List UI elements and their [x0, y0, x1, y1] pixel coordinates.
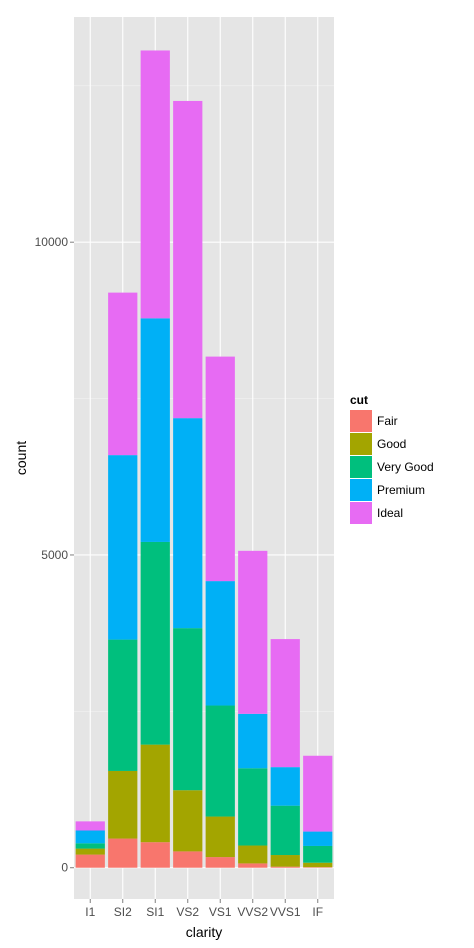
bars [75, 50, 333, 868]
bar-segment [75, 848, 105, 855]
x-tick-label: SI2 [114, 905, 132, 919]
legend: cut Fair Good Very Good Premium Ideal [349, 393, 434, 525]
bar-segment [173, 790, 203, 852]
bar-segment [238, 768, 268, 846]
bar-segment [173, 851, 203, 868]
legend-label: Premium [377, 483, 425, 497]
x-tick-label: I1 [85, 905, 95, 919]
bar-segment [108, 639, 138, 771]
bar-segment [270, 639, 300, 768]
bar-segment [140, 541, 170, 745]
bar-segment [238, 845, 268, 864]
bar-segment [140, 50, 170, 319]
bar-segment [270, 855, 300, 867]
bar-segment [205, 857, 235, 868]
legend-key [350, 433, 372, 455]
bar-segment [205, 705, 235, 817]
bar-segment [205, 816, 235, 858]
x-tick-label: VS1 [209, 905, 232, 919]
x-tick-label: VVS2 [237, 905, 268, 919]
bar-segment [108, 455, 138, 640]
bar-segment [270, 805, 300, 856]
x-tick-label: VVS1 [270, 905, 301, 919]
x-axis-title: clarity [186, 924, 223, 940]
bar-segment [303, 831, 333, 846]
bar-segment [173, 628, 203, 791]
bar-segment [108, 770, 138, 839]
bar-segment [303, 862, 333, 868]
legend-key [350, 502, 372, 524]
legend-key [350, 479, 372, 501]
x-tick-label: VS2 [176, 905, 199, 919]
legend-key [350, 456, 372, 478]
x-axis: I1 SI2 SI1 VS2 VS1 VVS2 VVS1 IF [85, 899, 323, 919]
y-tick-label: 10000 [35, 235, 69, 249]
bar-segment [140, 318, 170, 542]
bar-segment [75, 821, 105, 831]
bar-segment [303, 755, 333, 832]
bar-segment [270, 767, 300, 806]
legend-label: Fair [377, 414, 398, 428]
bar-segment [108, 292, 138, 456]
bar-segment [238, 550, 268, 714]
bar-segment [140, 842, 170, 868]
y-axis-title: count [13, 441, 29, 475]
bar-segment [205, 581, 235, 706]
legend-label: Good [377, 437, 406, 451]
bar-segment [238, 713, 268, 769]
bar-segment [75, 830, 105, 844]
bar-segment [238, 863, 268, 868]
legend-label: Very Good [377, 460, 434, 474]
bar-segment [303, 867, 333, 868]
x-tick-label: SI1 [146, 905, 164, 919]
bar-segment [108, 838, 138, 868]
bar-segment [270, 866, 300, 868]
bar-segment [75, 854, 105, 868]
legend-title: cut [350, 393, 368, 407]
bar-segment [303, 845, 333, 863]
bar-segment [75, 843, 105, 849]
bar-segment [173, 100, 203, 419]
legend-key [350, 410, 372, 432]
y-tick-label: 5000 [41, 548, 68, 562]
x-tick-label: IF [312, 905, 323, 919]
bar-segment [140, 744, 170, 843]
y-axis: 0 5000 10000 [35, 235, 74, 875]
y-tick-label: 0 [61, 861, 68, 875]
bar-segment [205, 356, 235, 582]
bar-segment [173, 418, 203, 629]
legend-label: Ideal [377, 506, 403, 520]
